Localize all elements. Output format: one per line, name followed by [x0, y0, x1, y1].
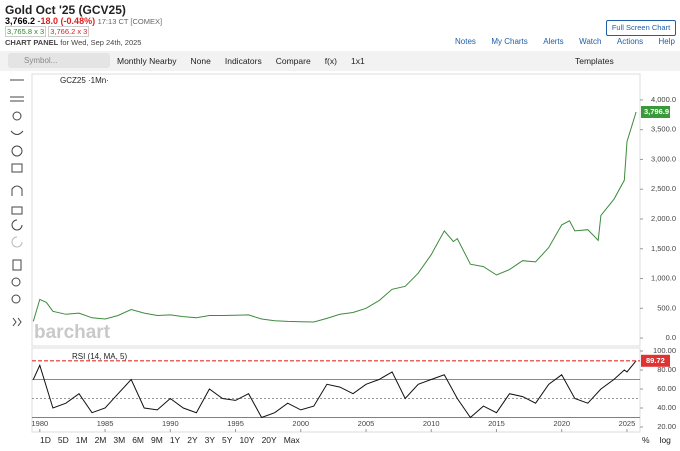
x-tick-label: 1995: [227, 419, 244, 428]
header-link[interactable]: Actions: [616, 37, 644, 46]
toolbar-item[interactable]: Compare: [275, 56, 311, 66]
y-tick-label: 3,500.0: [651, 125, 676, 134]
y-tick-label: 1,500.0: [651, 244, 676, 253]
toolbar-item[interactable]: Monthly Nearby: [117, 56, 177, 66]
last-value-label: 3,796.9: [644, 107, 669, 116]
range-button[interactable]: 2Y: [187, 435, 198, 445]
bid-ask: 3,765.8 x 3 3,766.2 x 3: [5, 26, 90, 37]
y-tick-label: 100.00: [653, 346, 676, 355]
panel-date: for Wed, Sep 24th, 2025: [60, 38, 142, 47]
y-tick-label: 80.00: [657, 365, 676, 374]
header-link[interactable]: Watch: [579, 37, 602, 46]
header-link[interactable]: Help: [658, 37, 675, 46]
panel-row: CHART PANEL for Wed, Sep 24th, 2025: [5, 38, 141, 47]
change: -18.0 (-0.48%): [37, 16, 96, 26]
y-tick-label: 1,000.0: [651, 274, 676, 283]
range-button[interactable]: 3M: [113, 435, 126, 445]
range-button[interactable]: 5Y: [222, 435, 233, 445]
rsi-legend: RSI (14, MA, 5): [72, 352, 127, 361]
y-tick-label: 3,000.0: [651, 154, 676, 163]
header-link[interactable]: Alerts: [543, 37, 564, 46]
x-tick-label: 1990: [162, 419, 179, 428]
x-tick-label: 2015: [488, 419, 505, 428]
y-tick-label: 40.00: [657, 403, 676, 412]
range-button[interactable]: 5D: [57, 435, 69, 445]
x-tick-label: 2000: [292, 419, 309, 428]
range-button[interactable]: 6M: [132, 435, 144, 445]
price-line: [32, 111, 637, 323]
ask: 3,766.2 x 3: [48, 26, 90, 37]
y-tick-label: 500.0: [657, 303, 676, 312]
time: 17:13 CT [COMEX]: [97, 17, 163, 26]
x-tick-label: 2010: [423, 419, 440, 428]
full-screen-button[interactable]: Full Screen Chart: [606, 20, 676, 36]
header-link[interactable]: Notes: [455, 37, 476, 46]
y-tick-label: 0.0: [666, 333, 676, 342]
price-legend: GCZ25 ·1Mn·: [60, 76, 109, 85]
x-tick-label: 2025: [619, 419, 636, 428]
last-value-box: [641, 106, 670, 119]
range-button[interactable]: Max: [283, 435, 300, 445]
x-tick-label: 1980: [31, 419, 48, 428]
range-button[interactable]: 2M: [94, 435, 107, 445]
title: Gold Oct '25 (GCV25): [5, 3, 126, 17]
price-line: [32, 360, 637, 419]
toolbar: [0, 51, 680, 71]
x-tick-label: 2020: [553, 419, 570, 428]
sidebar-icons: [10, 79, 24, 327]
range-button[interactable]: 1M: [75, 435, 88, 445]
last-value-label: 89.72: [646, 356, 665, 365]
range-button[interactable]: 1D: [40, 435, 51, 445]
y-tick-label: 4,000.0: [651, 95, 676, 104]
toolbar-items: Monthly Nearby None Indicators Compare f(x) 1…: [117, 56, 365, 66]
price: 3,766.2: [5, 16, 36, 26]
toolbar-item[interactable]: f(x): [324, 56, 337, 66]
header-link[interactable]: My Charts: [491, 37, 528, 46]
symbol-search[interactable]: Symbol...: [8, 53, 110, 68]
range-button[interactable]: 9M: [151, 435, 163, 445]
range-button[interactable]: 10Y: [239, 435, 255, 445]
rsi-panel: [31, 347, 641, 433]
quote-row: 3,766.2 -18.0 (-0.48%) 17:13 CT [COMEX]: [5, 16, 162, 26]
y-tick-label: 2,000.0: [651, 214, 676, 223]
range-button[interactable]: 3Y: [204, 435, 216, 445]
option-button[interactable]: log: [659, 435, 671, 445]
option-button[interactable]: %: [642, 435, 650, 445]
last-value-box: [641, 354, 670, 367]
range-buttons: 1D 5D 1M 2M 3M 6M 9M 1Y 2Y 3Y 5Y 10Y 20Y Max: [40, 435, 300, 445]
options: % log: [642, 435, 671, 445]
x-tick-label: 1985: [97, 419, 114, 428]
watermark: barchart: [34, 322, 111, 343]
range-button[interactable]: 20Y: [261, 435, 277, 445]
y-tick-label: 2,500.0: [651, 184, 676, 193]
y-tick-label: 60.00: [657, 384, 676, 393]
x-tick-label: 2005: [358, 419, 375, 428]
links: Notes My Charts Alerts Watch Actions Help: [455, 37, 675, 46]
y-tick-label: 20.00: [657, 422, 676, 431]
templates[interactable]: Templates: [575, 56, 614, 66]
toolbar-item[interactable]: 1x1: [350, 56, 365, 66]
price-panel: [31, 73, 641, 347]
bid: 3,765.8 x 3: [5, 26, 47, 37]
range-button[interactable]: 1Y: [169, 435, 181, 445]
panel-label: CHART PANEL: [5, 38, 59, 47]
toolbar-item[interactable]: None: [190, 56, 211, 66]
toolbar-item[interactable]: Indicators: [224, 56, 262, 66]
